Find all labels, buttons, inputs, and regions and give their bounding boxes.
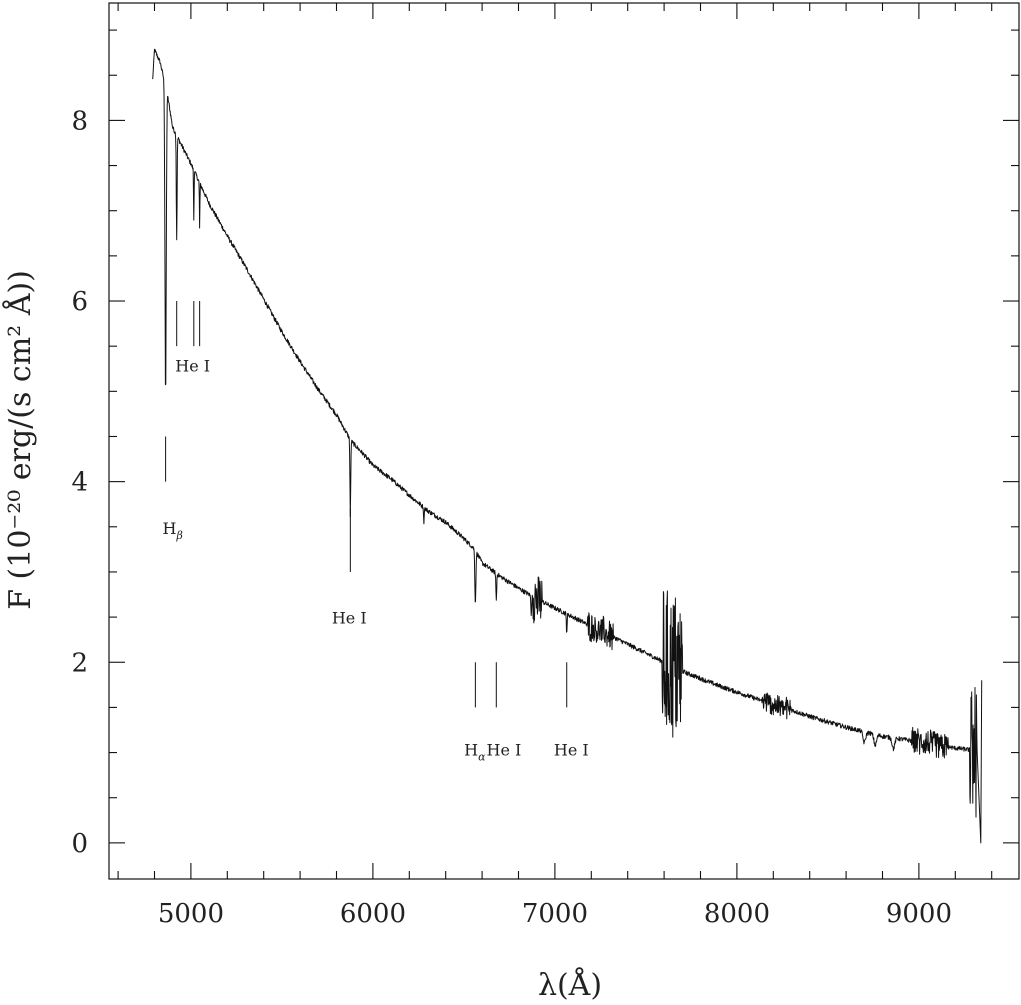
x-axis-label: λ(Å)	[538, 967, 602, 1003]
line-annotation: He I	[175, 356, 210, 375]
line-annotation-subscript: β	[175, 529, 182, 542]
plot-frame	[108, 2, 1020, 880]
x-tick-label: 6000	[340, 899, 406, 929]
y-tick-label: 8	[71, 106, 88, 136]
x-tick-label: 9000	[886, 899, 952, 929]
spectrum-layer	[152, 48, 983, 844]
line-annotation: He I	[332, 608, 367, 627]
line-annotation-subscript: α	[478, 750, 486, 763]
plot-border	[108, 2, 1020, 880]
line-annotation: Hα	[464, 740, 486, 763]
axis-ticks	[109, 3, 1019, 879]
spectrum-line	[152, 48, 983, 844]
line-annotation: He I	[554, 740, 589, 759]
x-tick-label: 7000	[522, 899, 588, 929]
axis-tick-labels: 5000 6000 7000 8000 9000 0 2 4 6 8	[71, 106, 952, 929]
y-axis-label: F (10⁻²⁰ erg/(s cm² Å))	[2, 270, 38, 610]
y-tick-label: 0	[71, 829, 88, 859]
y-tick-label: 2	[71, 648, 88, 678]
line-annotation: He I	[487, 740, 522, 759]
x-tick-label: 8000	[704, 899, 770, 929]
y-tick-label: 6	[71, 287, 88, 317]
line-annotation: Hβ	[163, 519, 183, 542]
y-tick-label: 4	[71, 468, 88, 498]
x-tick-label: 5000	[158, 899, 224, 929]
line-markers	[165, 301, 568, 708]
